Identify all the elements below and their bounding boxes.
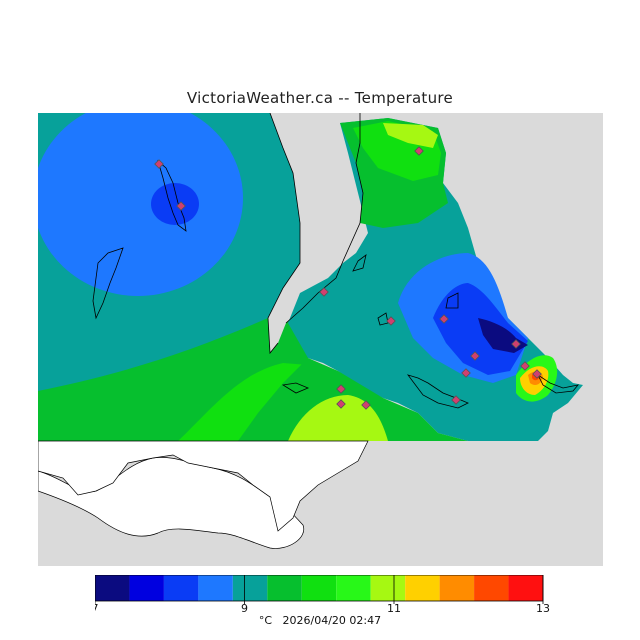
legend-swatch <box>301 575 337 601</box>
legend-swatch <box>129 575 164 601</box>
legend-tick-label: 11 <box>387 602 401 613</box>
station-marker <box>439 314 449 324</box>
legend-swatch <box>439 575 475 601</box>
station-marker <box>336 399 346 409</box>
legend-swatch <box>95 575 130 601</box>
legend-swatch <box>198 575 233 601</box>
coastlines <box>92 113 580 409</box>
legend-swatch <box>232 575 268 601</box>
legend-tick-label: 9 <box>241 602 248 613</box>
unit-label: °C <box>258 614 273 627</box>
legend-swatches <box>95 575 544 604</box>
temperature-contours <box>38 113 308 441</box>
legend-swatch <box>474 575 509 601</box>
legend-swatch <box>163 575 199 601</box>
station-marker <box>336 384 346 394</box>
station-marker <box>511 339 521 349</box>
station-marker <box>520 361 530 371</box>
legend-swatch <box>405 575 440 601</box>
legend-swatch <box>336 575 371 601</box>
inland-strait <box>268 113 360 353</box>
olympic-peninsula <box>38 457 305 549</box>
east-contours <box>238 118 583 441</box>
station-marker <box>414 146 424 156</box>
station-marker <box>386 316 396 326</box>
legend-caption: °C 2026/04/20 02:47 <box>0 614 640 627</box>
station-marker <box>532 369 542 379</box>
station-marker <box>361 400 371 410</box>
station-marker <box>319 287 329 297</box>
station-marker <box>176 201 186 211</box>
legend-swatch <box>508 575 543 601</box>
timestamp: 2026/04/20 02:47 <box>282 614 382 627</box>
station-markers <box>154 146 542 410</box>
temperature-map <box>38 113 603 566</box>
legend-swatch <box>267 575 302 601</box>
station-marker <box>461 368 471 378</box>
station-marker <box>154 159 164 169</box>
color-scale-legend: 7 9 11 13 <box>95 575 550 613</box>
station-marker <box>451 395 461 405</box>
station-marker <box>470 351 480 361</box>
map-title: VictoriaWeather.ca -- Temperature <box>186 89 454 107</box>
legend-swatch <box>370 575 406 601</box>
legend-tick-label: 13 <box>536 602 550 613</box>
legend-tick-label: 7 <box>95 602 99 613</box>
